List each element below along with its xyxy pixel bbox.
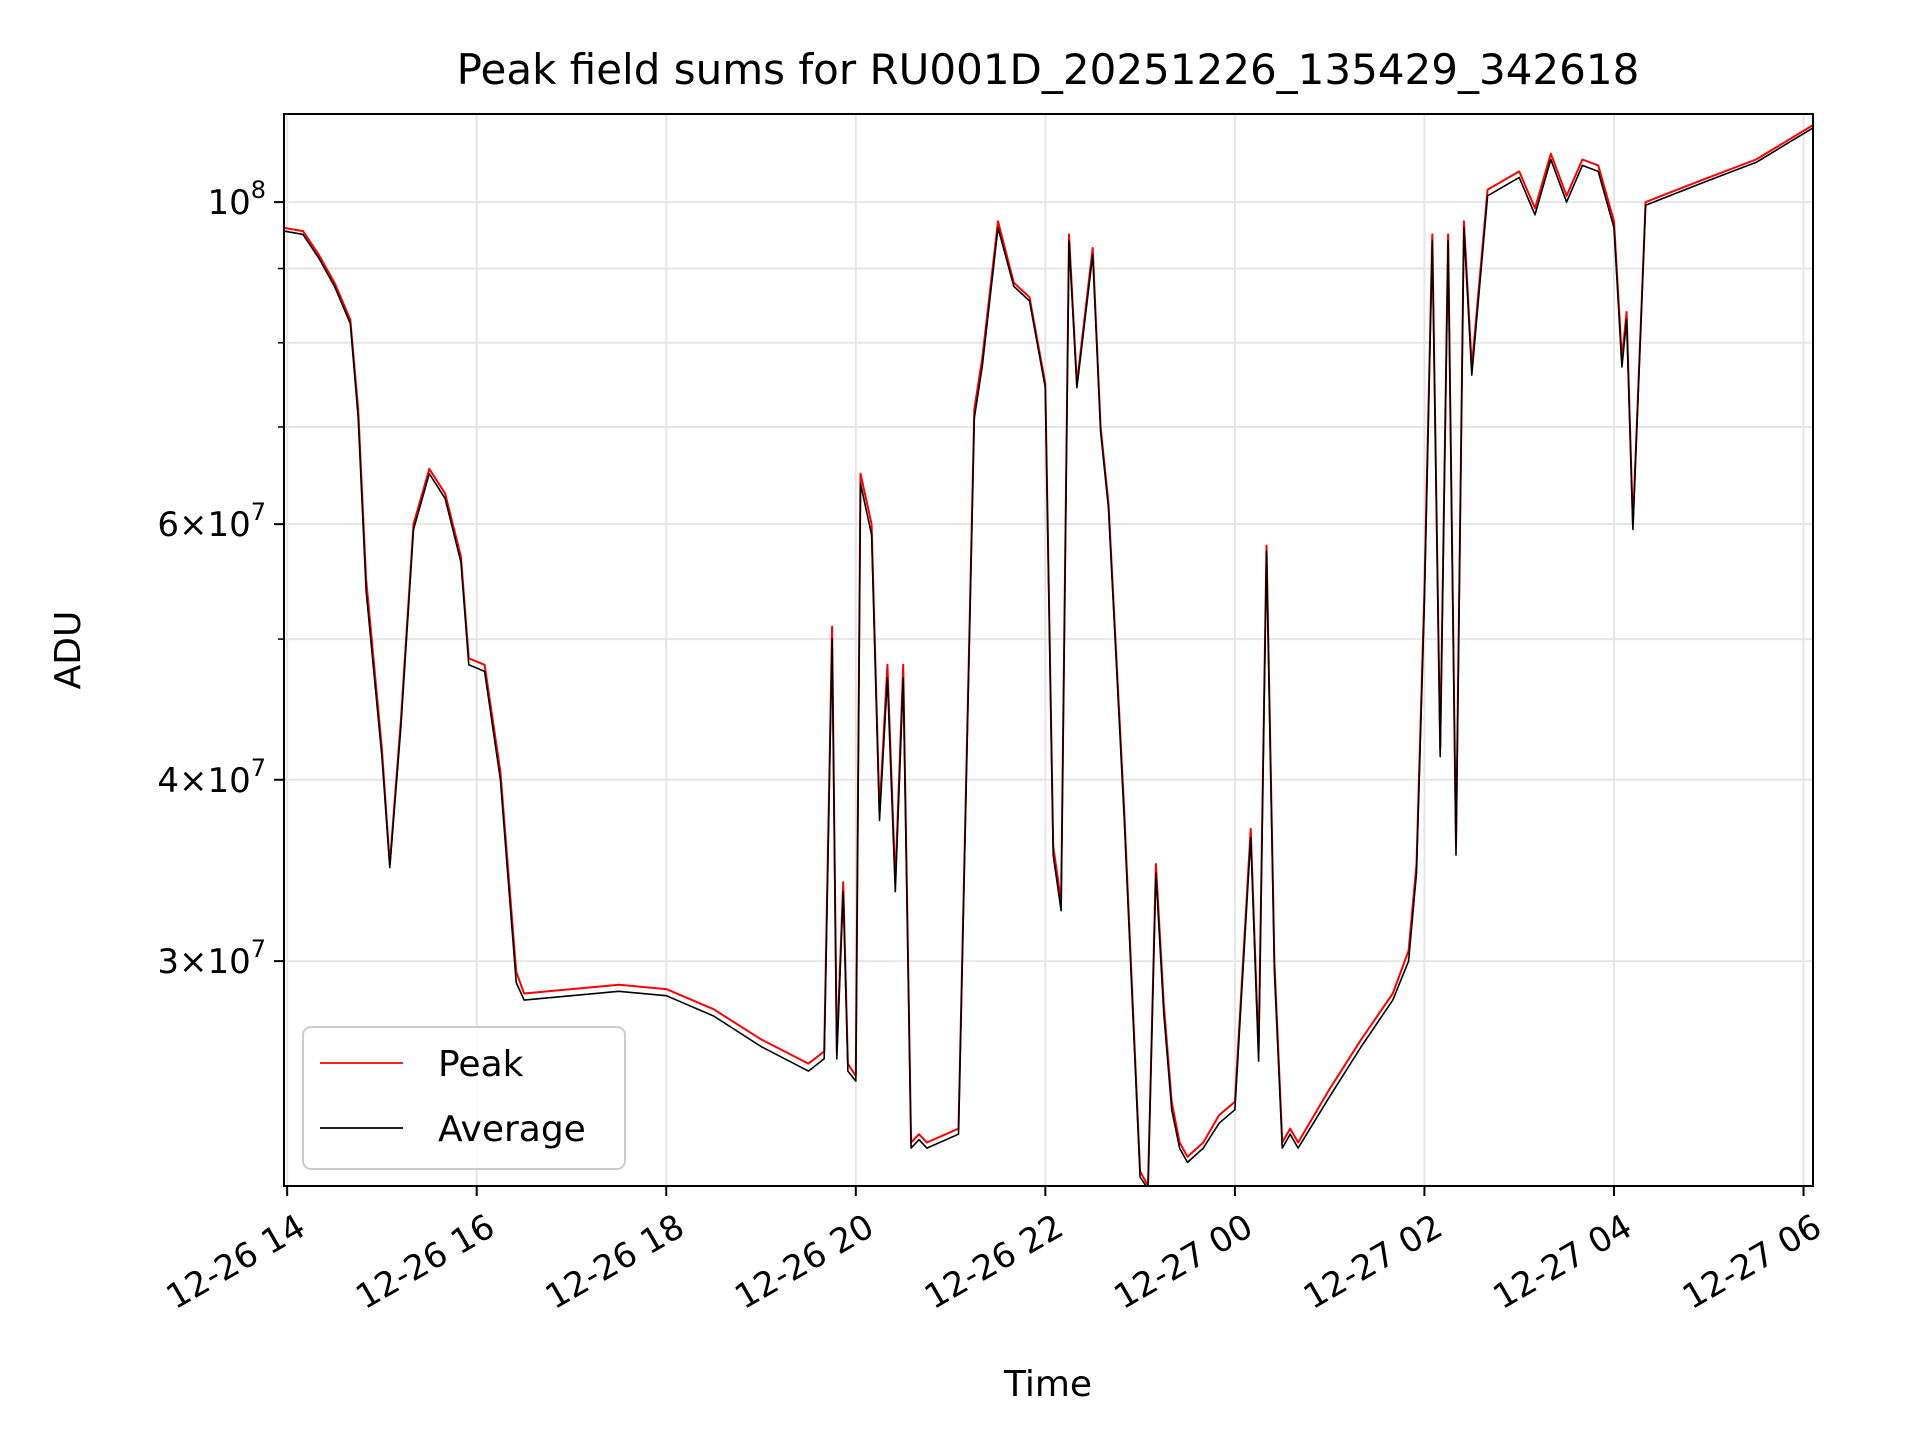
y-tick-label: 108 — [207, 176, 266, 223]
axes-frame — [283, 113, 1814, 1187]
chart-title: Peak field sums for RU001D_20251226_1354… — [457, 45, 1640, 94]
legend-peak-label: Peak — [438, 1044, 524, 1085]
y-axis-label: ADU — [48, 611, 89, 690]
grid-lines — [284, 114, 1813, 1186]
y-tick-label: 6×107 — [157, 498, 266, 545]
legend: Peak Average — [302, 1026, 626, 1170]
legend-average-label: Average — [438, 1109, 586, 1150]
y-tick-label: 4×107 — [157, 754, 266, 801]
plot-area — [284, 124, 1813, 1186]
y-tick-label: 3×107 — [157, 935, 266, 982]
y-axis-ticks: 3×107 4×107 6×107 108 — [157, 176, 284, 982]
average-series-line — [284, 127, 1813, 1186]
x-axis-label: Time — [1003, 1364, 1092, 1405]
